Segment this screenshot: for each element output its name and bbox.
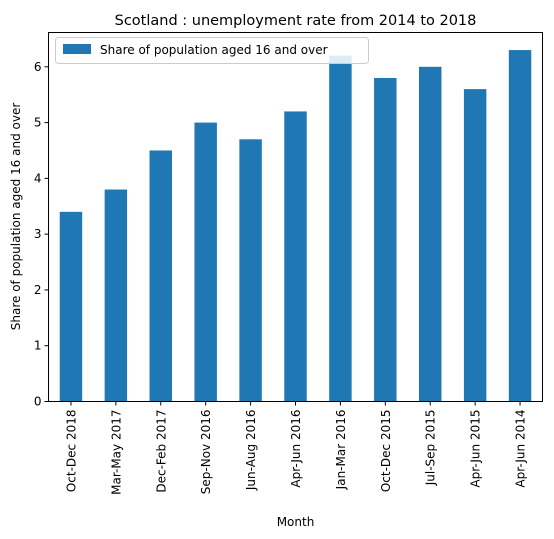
- bar: [104, 189, 128, 402]
- x-tick-label: Oct-Dec 2018: [64, 410, 78, 493]
- legend: Share of population aged 16 and over: [55, 37, 369, 64]
- x-tick-label: Jan-Mar 2016: [334, 410, 348, 491]
- y-tick-label: 6: [34, 60, 42, 74]
- x-tick-label: Sep-Nov 2016: [199, 410, 213, 495]
- x-tick-label: Jun-Aug 2016: [244, 410, 258, 492]
- y-tick-label: 2: [34, 283, 42, 297]
- bar: [508, 50, 532, 402]
- bar: [419, 66, 442, 402]
- y-tick-label: 0: [34, 395, 42, 409]
- x-tick-label: Jul-Sep 2015: [424, 410, 438, 487]
- x-axis: Oct-Dec 2018 Mar-May 2017 Dec-Feb 2017 Sep-…: [64, 401, 528, 495]
- x-tick-label: Oct-Dec 2015: [379, 410, 393, 493]
- x-tick-label: Dec-Feb 2017: [154, 410, 168, 493]
- y-tick-label: 1: [34, 339, 42, 353]
- x-axis-label: Month: [277, 515, 315, 529]
- bar: [194, 122, 217, 402]
- y-tick-label: 3: [34, 227, 42, 241]
- legend-swatch: [63, 44, 91, 54]
- bar: [239, 139, 262, 402]
- x-tick-label: Apr-Jun 2014: [514, 410, 528, 488]
- y-axis-label: Share of population aged 16 and over: [9, 103, 23, 331]
- x-tick-label: Mar-May 2017: [109, 410, 123, 495]
- bar: [463, 89, 487, 402]
- bar: [329, 55, 352, 402]
- legend-entry: Share of population aged 16 and over: [100, 43, 328, 57]
- bar: [284, 111, 307, 402]
- bar: [374, 77, 397, 402]
- bar: [59, 211, 83, 402]
- legend-box: [55, 37, 369, 64]
- chart-title: Scotland : unemployment rate from 2014 t…: [115, 13, 477, 29]
- y-axis: 0 1 2 3 4 5 6: [34, 60, 49, 409]
- plot-frame: [48, 32, 543, 402]
- y-tick-label: 4: [34, 171, 42, 185]
- x-tick-label: Apr-Jun 2016: [289, 410, 303, 488]
- x-tick-label: Apr-Jun 2015: [469, 410, 483, 488]
- bars: [59, 50, 532, 402]
- bar: [149, 150, 172, 402]
- y-tick-label: 5: [34, 116, 42, 130]
